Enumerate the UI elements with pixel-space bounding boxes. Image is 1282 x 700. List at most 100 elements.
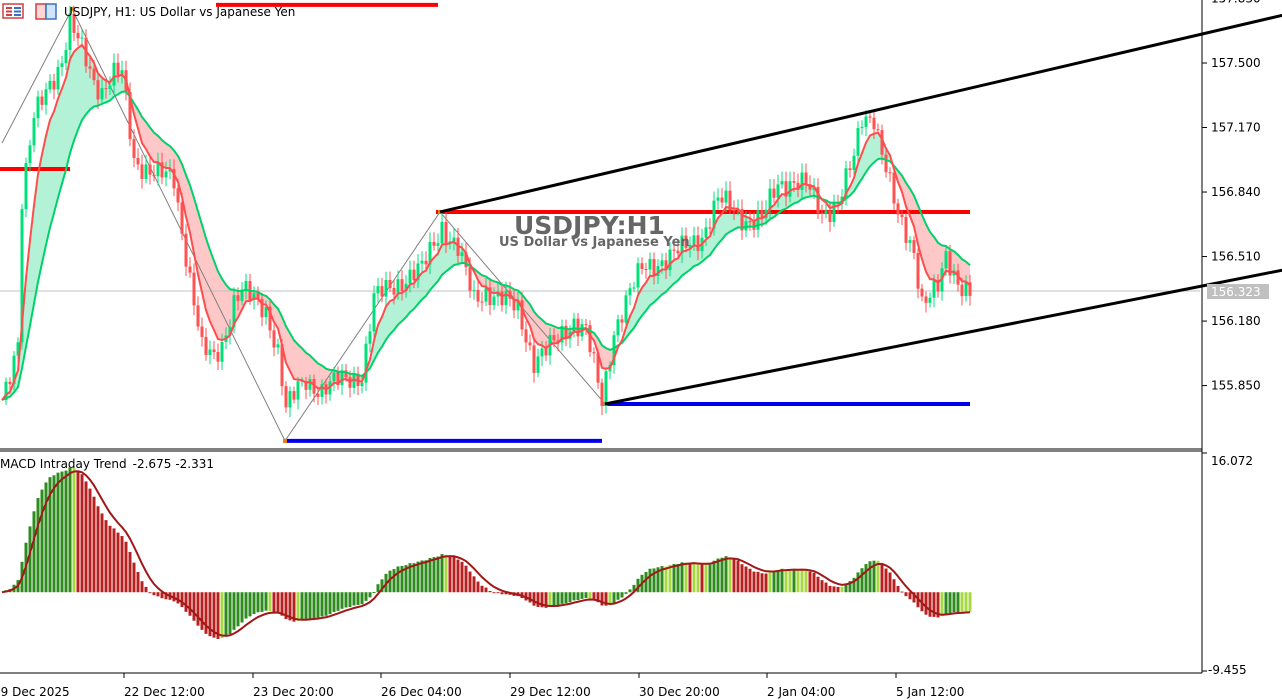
zigzag-pivot bbox=[283, 438, 287, 443]
candle bbox=[904, 212, 908, 251]
macd-bar bbox=[196, 592, 200, 626]
macd-bar bbox=[80, 474, 84, 593]
trendlines[interactable] bbox=[439, 13, 1282, 406]
macd-bar bbox=[684, 562, 688, 593]
candle bbox=[316, 388, 320, 405]
macd-bar bbox=[776, 570, 780, 593]
candle-body bbox=[744, 221, 748, 231]
candle-body bbox=[24, 163, 28, 210]
trendline[interactable] bbox=[439, 13, 1282, 214]
candle bbox=[600, 378, 604, 415]
candle-body bbox=[256, 293, 260, 300]
candle bbox=[100, 79, 104, 104]
candle-body bbox=[536, 356, 540, 373]
candle-body bbox=[368, 331, 372, 344]
trendline[interactable] bbox=[604, 268, 1282, 406]
candle bbox=[692, 226, 696, 251]
ma-fill-segment bbox=[530, 304, 534, 340]
candle bbox=[40, 90, 44, 111]
candle bbox=[536, 348, 540, 378]
macd-bar bbox=[540, 592, 544, 608]
candle-body bbox=[532, 345, 536, 373]
time-axis[interactable]: 19 Dec 2025 22 Dec 12:00 23 Dec 20:00 26 De… bbox=[0, 673, 964, 699]
macd-bar bbox=[536, 592, 540, 607]
template-icon[interactable] bbox=[35, 3, 57, 20]
time-tick-label: 22 Dec 12:00 bbox=[124, 685, 205, 699]
candle-body bbox=[464, 252, 468, 268]
candle-body bbox=[748, 221, 752, 223]
candle-body bbox=[384, 280, 388, 297]
candle-body bbox=[644, 269, 648, 271]
candle bbox=[372, 285, 376, 339]
candle-body bbox=[460, 252, 464, 256]
macd-bar bbox=[624, 592, 628, 594]
candle bbox=[480, 291, 484, 312]
candle bbox=[820, 204, 824, 224]
macd-bar bbox=[544, 592, 548, 608]
candle-body bbox=[260, 299, 264, 318]
candle-body bbox=[776, 184, 780, 198]
macd-bar bbox=[136, 571, 140, 593]
candle bbox=[240, 282, 244, 306]
candle bbox=[620, 314, 624, 332]
macd-bar bbox=[288, 592, 292, 621]
candle-body bbox=[692, 235, 696, 245]
macd-bar bbox=[940, 592, 944, 617]
macd-bar bbox=[44, 482, 48, 593]
candle-body bbox=[228, 327, 232, 336]
candle-body bbox=[884, 154, 888, 173]
ma-fill-segment bbox=[306, 352, 310, 383]
candle-body bbox=[60, 63, 64, 67]
candle-body bbox=[728, 190, 732, 210]
candle bbox=[524, 321, 528, 352]
macd-bar bbox=[416, 561, 420, 593]
macd-bar bbox=[484, 587, 488, 593]
ma-fill-segment bbox=[374, 325, 378, 361]
candle bbox=[604, 367, 608, 414]
macd-bar bbox=[104, 520, 108, 593]
macd-bar bbox=[608, 592, 612, 606]
candle bbox=[968, 274, 972, 306]
candle-body bbox=[784, 181, 788, 197]
candle-body bbox=[516, 300, 520, 311]
candle bbox=[572, 312, 576, 338]
macd-bar bbox=[360, 592, 364, 605]
candle bbox=[68, 5, 72, 59]
candle-body bbox=[304, 381, 308, 390]
candle bbox=[96, 71, 100, 110]
macd-bar bbox=[432, 557, 436, 593]
candle-body bbox=[824, 210, 828, 214]
candle-body bbox=[528, 342, 532, 346]
ma-fill-segment bbox=[866, 135, 870, 173]
macd-bar bbox=[372, 592, 376, 594]
candle-body bbox=[616, 319, 620, 336]
macd-bar bbox=[388, 570, 392, 593]
candle-body bbox=[380, 286, 384, 297]
macd-bar bbox=[528, 592, 532, 603]
candle bbox=[464, 242, 468, 276]
macd-bar bbox=[948, 592, 952, 614]
candle bbox=[780, 171, 784, 189]
candle-body bbox=[688, 244, 692, 248]
macd-bar bbox=[864, 564, 868, 593]
candle bbox=[664, 252, 668, 279]
candle bbox=[924, 291, 928, 313]
price-levels bbox=[0, 2, 970, 443]
macd-bar bbox=[708, 563, 712, 593]
macd-bar bbox=[580, 592, 584, 599]
candle-body bbox=[544, 348, 548, 356]
candle bbox=[64, 42, 68, 70]
candle bbox=[696, 226, 700, 261]
macd-bar bbox=[184, 592, 188, 612]
macd-bar bbox=[844, 583, 848, 593]
candle bbox=[256, 286, 260, 306]
candle-body bbox=[472, 289, 476, 291]
macd-bar bbox=[636, 578, 640, 593]
macd-bar bbox=[868, 561, 872, 593]
object-list-icon[interactable] bbox=[2, 3, 24, 19]
macd-bar bbox=[884, 568, 888, 593]
candle bbox=[116, 53, 120, 83]
price-axis[interactable]: 157.830 157.500 157.170 156.840 156.510 156.1… bbox=[1202, 0, 1261, 393]
ma-fill-segment bbox=[78, 44, 82, 130]
